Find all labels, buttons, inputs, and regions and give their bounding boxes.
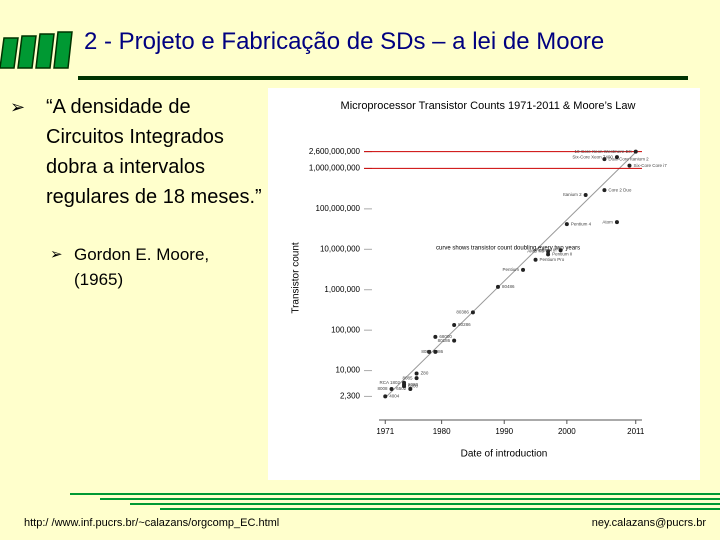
point xyxy=(427,349,432,354)
point xyxy=(614,155,619,160)
y-tick-label: 10,000,000 xyxy=(320,244,361,253)
point-label: Six-Core Core i7 xyxy=(633,163,667,168)
point xyxy=(564,222,569,227)
x-tick-label: 2011 xyxy=(627,427,645,436)
point-label: Core 2 Duo xyxy=(608,187,632,192)
point-label: 80186 xyxy=(438,338,451,343)
point-label: 6502 xyxy=(396,386,407,391)
point-label: Pentium II xyxy=(552,252,572,257)
point-label: Atom xyxy=(602,219,613,224)
point-label: 4004 xyxy=(389,394,400,399)
point xyxy=(602,188,607,193)
slide-title: 2 - Projeto e Fabricação de SDs – a lei … xyxy=(84,28,605,55)
y-tick-label: 10,000 xyxy=(336,366,361,375)
x-tick-label: 1990 xyxy=(495,427,513,436)
footer-stripes xyxy=(70,493,720,510)
sub-bullet: Gordon E. Moore, (1965) xyxy=(74,245,210,289)
logo xyxy=(0,31,73,69)
y-tick-label: 1,000,000,000 xyxy=(309,164,361,173)
point-label: Itanium 2 xyxy=(563,192,582,197)
point-label: Pentium III xyxy=(535,247,557,252)
point-label: 10-Core Xeon Westmere-EX xyxy=(575,149,632,154)
trend-line xyxy=(384,151,637,399)
point xyxy=(633,149,638,154)
point xyxy=(558,248,563,253)
point xyxy=(414,376,419,381)
point xyxy=(402,380,407,385)
point-label: 80386 xyxy=(456,310,469,315)
y-tick-label: 2,300 xyxy=(340,392,361,401)
y-tick-label: 2,600,000,000 xyxy=(309,147,361,156)
annotation: curve shows transistor count doubling ev… xyxy=(436,246,580,252)
y-tick-label: 100,000 xyxy=(331,325,360,334)
point xyxy=(402,384,407,389)
point-label: AMD K6 xyxy=(527,249,544,254)
point xyxy=(433,349,438,354)
point-label: Pentium 4 xyxy=(571,221,592,226)
point xyxy=(627,163,632,168)
point xyxy=(546,252,551,257)
footer-right: ney.calazans@pucrs.br xyxy=(591,517,706,529)
point-label: Z80 xyxy=(421,371,429,376)
point-label: RCA 1802 xyxy=(380,380,401,385)
point xyxy=(602,157,607,162)
point xyxy=(414,371,419,376)
point xyxy=(470,310,475,315)
point xyxy=(495,284,500,289)
point xyxy=(533,257,538,262)
point xyxy=(583,193,588,198)
point-label: Six-Core Xeon 7400 xyxy=(572,154,613,159)
y-tick-label: 100,000,000 xyxy=(316,204,361,213)
x-tick-label: 1980 xyxy=(433,427,451,436)
point xyxy=(383,394,388,399)
x-tick-label: 1971 xyxy=(376,427,394,436)
bullet: “A densidade de Circuitos Integrados dob… xyxy=(46,96,262,208)
point-label: 80486 xyxy=(502,284,515,289)
footer-left: http:/ /www.inf.pucrs.br/~calazans/orgco… xyxy=(24,517,280,529)
point xyxy=(452,323,457,328)
point-label: 8008 xyxy=(378,386,389,391)
y-axis-label: Transistor count xyxy=(291,242,302,314)
point-label: Pentium Pro xyxy=(540,257,565,262)
chart-title: Microprocessor Transistor Counts 1971-20… xyxy=(341,100,636,112)
point-label: 80286 xyxy=(458,322,471,327)
point xyxy=(546,249,551,254)
x-axis-label: Date of introduction xyxy=(461,449,548,460)
point xyxy=(452,338,457,343)
point xyxy=(389,387,394,392)
point xyxy=(433,334,438,339)
point-label: 8085 xyxy=(403,375,414,380)
point-label: 8080 xyxy=(408,382,419,387)
bullet-marker: ➢ xyxy=(50,246,63,263)
point-label: Pentium xyxy=(503,267,520,272)
point-label: 8088 xyxy=(421,349,432,354)
point xyxy=(408,386,413,391)
point-label: 8086 xyxy=(433,349,444,354)
point xyxy=(521,267,526,272)
y-tick-label: 1,000,000 xyxy=(324,285,360,294)
bullet-marker: ➢ xyxy=(10,97,26,117)
point-label: Dual-Core Itanium 2 xyxy=(608,156,649,161)
x-tick-label: 2000 xyxy=(558,427,576,436)
chart: Microprocessor Transistor Counts 1971-20… xyxy=(268,88,700,480)
point-label: 6800 xyxy=(408,383,419,388)
point xyxy=(614,220,619,225)
point-label: 68000 xyxy=(439,334,452,339)
